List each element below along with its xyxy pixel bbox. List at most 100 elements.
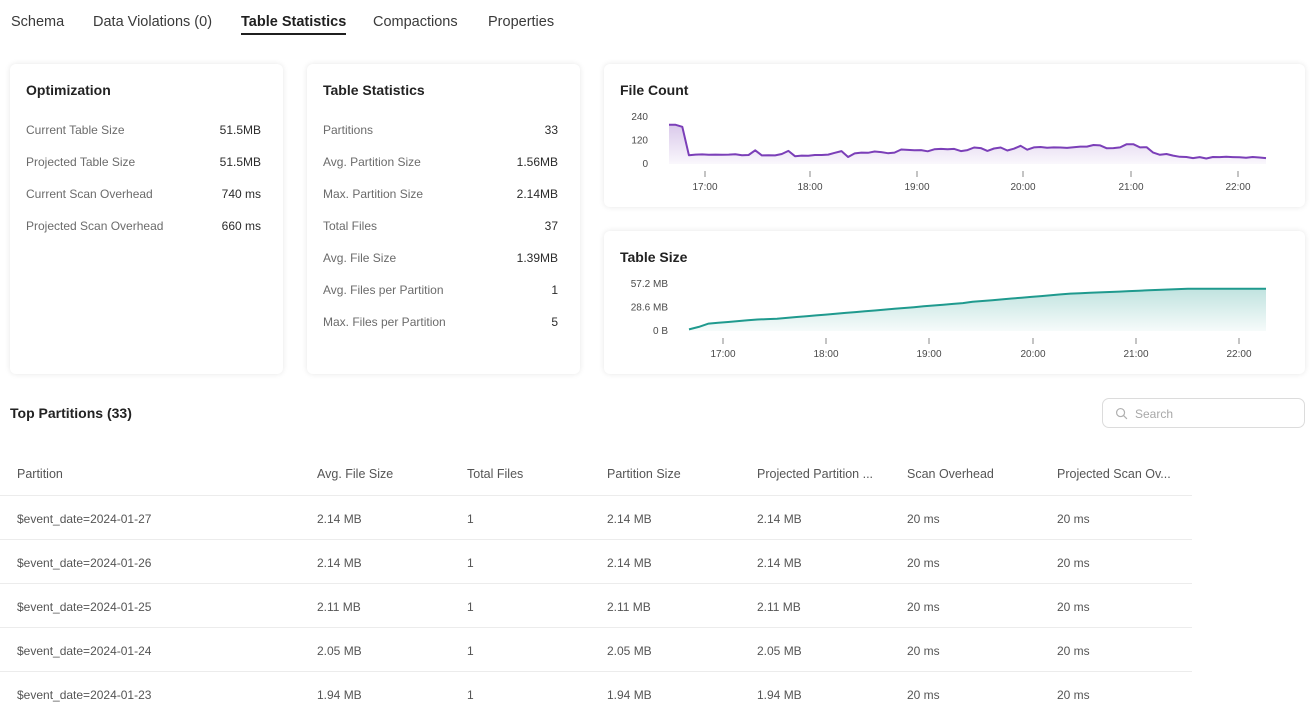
avg-file-size-cell: 1.94 MB — [317, 688, 362, 702]
partitions-table: Partition Avg. File Size Total Files Par… — [0, 452, 1192, 712]
table-statistics-card: Table Statistics Partitions 33 Avg. Part… — [307, 64, 580, 374]
avg-file-size-cell: 2.05 MB — [317, 644, 362, 658]
stat-value: 660 ms — [221, 219, 261, 233]
column-header-total-files[interactable]: Total Files — [467, 467, 524, 481]
total-files-cell: 1 — [467, 512, 474, 526]
scan-overhead-cell: 20 ms — [907, 600, 940, 614]
series-line — [669, 123, 1267, 160]
stat-label: Total Files — [323, 219, 378, 233]
table-row[interactable]: $event_date=2024-01-25 2.11 MB 1 2.11 MB 2.1… — [0, 584, 1192, 628]
column-header-projected-partition-size[interactable]: Projected Partition ... — [757, 467, 874, 481]
column-header-scan-overhead[interactable]: Scan Overhead — [907, 467, 994, 481]
partition-size-cell: 2.14 MB — [607, 556, 652, 570]
table-size-chart: 57.2 MB 28.6 MB 0 B 17:00 18:00 19:00 20:00 21:… — [631, 279, 1266, 360]
file-count-card: File Count 240 120 0 17:00 18:00 19:00 20:00 21… — [604, 64, 1305, 207]
projected-scan-overhead-cell: 20 ms — [1057, 688, 1090, 702]
column-header-partition-size[interactable]: Partition Size — [607, 467, 681, 481]
tab-data-violations[interactable]: Data Violations (0) — [93, 14, 213, 30]
series-line — [688, 287, 1266, 331]
scan-overhead-cell: 20 ms — [907, 556, 940, 570]
table-size-title: Table Size — [620, 249, 688, 265]
projected-scan-overhead-cell: 20 ms — [1057, 600, 1090, 614]
avg-file-size-cell: 2.11 MB — [317, 600, 361, 614]
stat-row: Total Files 37 — [323, 219, 558, 237]
x-tick-label: 17:00 — [692, 182, 717, 193]
optimization-title: Optimization — [26, 82, 111, 98]
tab-properties[interactable]: Properties — [488, 14, 555, 30]
stat-row: Avg. File Size 1.39MB — [323, 251, 558, 269]
y-tick-label: 0 — [642, 159, 648, 170]
projected-partition-size-cell: 2.05 MB — [757, 644, 802, 658]
table-row[interactable]: $event_date=2024-01-26 2.14 MB 1 2.14 MB 2.1… — [0, 540, 1192, 584]
projected-scan-overhead-cell: 20 ms — [1057, 512, 1090, 526]
stat-label: Current Table Size — [26, 123, 125, 137]
stat-label: Max. Files per Partition — [323, 315, 446, 329]
y-tick-label: 240 — [631, 112, 648, 123]
stat-value: 5 — [551, 315, 558, 329]
stat-label: Projected Scan Overhead — [26, 219, 164, 233]
partition-size-cell: 2.05 MB — [607, 644, 652, 658]
projected-scan-overhead-cell: 20 ms — [1057, 644, 1090, 658]
stat-label: Current Scan Overhead — [26, 187, 153, 201]
stat-value: 1.56MB — [516, 155, 558, 169]
stat-label: Avg. Partition Size — [323, 155, 421, 169]
x-tick-label: 20:00 — [1020, 349, 1045, 360]
avg-file-size-cell: 2.14 MB — [317, 556, 362, 570]
projected-partition-size-cell: 2.11 MB — [757, 600, 801, 614]
optimization-card: Optimization Current Table Size 51.5MB P… — [10, 64, 283, 374]
total-files-cell: 1 — [467, 556, 474, 570]
table-row[interactable]: $event_date=2024-01-23 1.94 MB 1 1.94 MB 1.9… — [0, 672, 1192, 712]
y-tick-label: 120 — [631, 136, 648, 147]
column-header-avg-file-size[interactable]: Avg. File Size — [317, 467, 394, 481]
projected-partition-size-cell: 2.14 MB — [757, 556, 802, 570]
x-tick-label: 20:00 — [1010, 182, 1035, 193]
y-tick-label: 57.2 MB — [631, 279, 669, 290]
stat-row: Max. Files per Partition 5 — [323, 315, 558, 333]
table-row[interactable]: $event_date=2024-01-27 2.14 MB 1 2.14 MB 2.1… — [0, 496, 1192, 540]
projected-partition-size-cell: 2.14 MB — [757, 512, 802, 526]
projected-partition-size-cell: 1.94 MB — [757, 688, 802, 702]
partition-cell: $event_date=2024-01-24 — [17, 644, 152, 658]
x-tick-label: 21:00 — [1118, 182, 1143, 193]
stat-value: 740 ms — [221, 187, 261, 201]
stat-label: Partitions — [323, 123, 374, 137]
x-tick-label: 18:00 — [813, 349, 838, 360]
tab-schema[interactable]: Schema — [11, 14, 65, 30]
stat-value: 2.14MB — [516, 187, 558, 201]
stat-value: 51.5MB — [219, 155, 261, 169]
tab-table-statistics[interactable]: Table Statistics — [241, 14, 347, 35]
table-row[interactable]: $event_date=2024-01-24 2.05 MB 1 2.05 MB 2.0… — [0, 628, 1192, 672]
y-tick-label: 28.6 MB — [631, 303, 669, 314]
column-header-partition[interactable]: Partition — [17, 467, 63, 481]
stat-label: Max. Partition Size — [323, 187, 424, 201]
series-area — [689, 288, 1266, 331]
stat-value: 37 — [544, 219, 558, 233]
partition-cell: $event_date=2024-01-25 — [17, 600, 152, 614]
scan-overhead-cell: 20 ms — [907, 688, 940, 702]
stat-row: Current Scan Overhead 740 ms — [26, 187, 261, 205]
total-files-cell: 1 — [467, 688, 474, 702]
stat-label: Avg. File Size — [323, 251, 397, 265]
partition-cell: $event_date=2024-01-23 — [17, 688, 152, 702]
search-input[interactable] — [1135, 404, 1295, 424]
total-files-cell: 1 — [467, 600, 474, 614]
x-tick-label: 21:00 — [1123, 349, 1148, 360]
stat-row: Avg. Files per Partition 1 — [323, 283, 558, 301]
avg-file-size-cell: 2.14 MB — [317, 512, 362, 526]
stat-row: Projected Table Size 51.5MB — [26, 155, 261, 173]
x-tick-label: 22:00 — [1226, 349, 1251, 360]
stat-row: Projected Scan Overhead 660 ms — [26, 219, 261, 237]
search-box[interactable] — [1102, 398, 1305, 428]
stat-row: Current Table Size 51.5MB — [26, 123, 261, 141]
column-header-projected-scan-overhead[interactable]: Projected Scan Ov... — [1057, 467, 1171, 481]
series-area — [669, 124, 1266, 164]
scan-overhead-cell: 20 ms — [907, 512, 940, 526]
top-partitions-title: Top Partitions (33) — [10, 405, 132, 421]
x-tick-label: 17:00 — [710, 349, 735, 360]
tab-compactions[interactable]: Compactions — [373, 14, 458, 30]
stat-value: 33 — [544, 123, 558, 137]
stat-value: 1 — [551, 283, 558, 297]
table-statistics-title: Table Statistics — [323, 82, 425, 98]
file-count-title: File Count — [620, 82, 689, 98]
stat-row: Max. Partition Size 2.14MB — [323, 187, 558, 205]
